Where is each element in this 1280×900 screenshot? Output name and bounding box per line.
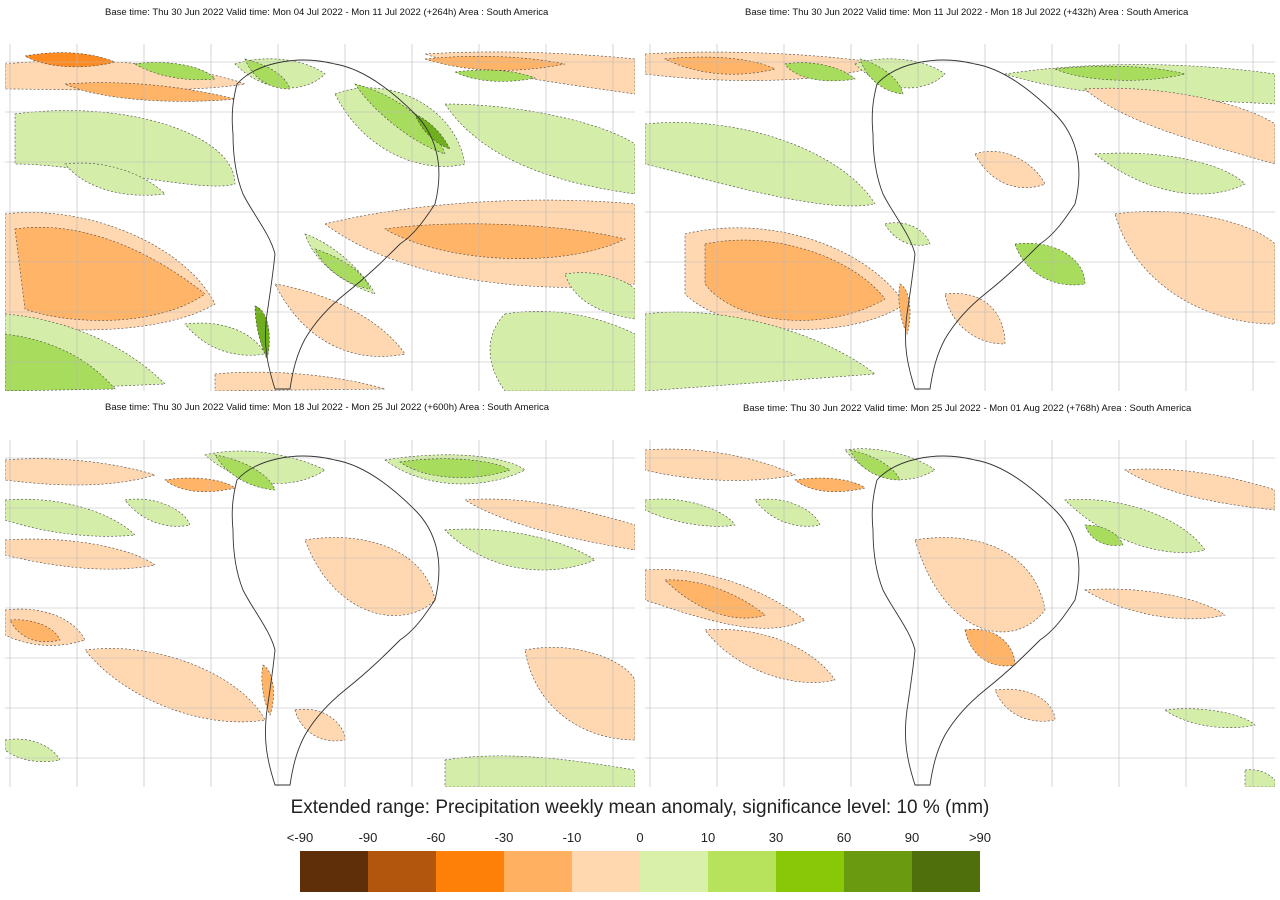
map-panel-1: [5, 44, 635, 391]
map-panel-4: [645, 440, 1275, 787]
legend-color-cell: [436, 851, 504, 892]
legend-color-cell: [776, 851, 844, 892]
legend-tick-label: -90: [358, 830, 378, 845]
map-panel-2: [645, 44, 1275, 391]
map-panel-3: [5, 440, 635, 787]
panel-title-4: Base time: Thu 30 Jun 2022 Valid time: M…: [743, 403, 1192, 414]
legend-color-cell: [844, 851, 912, 892]
legend-tick-label: 0: [636, 830, 644, 845]
legend-color-cell: [368, 851, 436, 892]
legend-color-cell: [504, 851, 572, 892]
anomaly-patches: [5, 51, 635, 391]
legend-color-cell: [640, 851, 708, 892]
legend-color-cell: [912, 851, 980, 892]
anomaly-patches: [5, 450, 635, 787]
legend-tick-label: -30: [494, 830, 514, 845]
legend-color-cell: [708, 851, 776, 892]
legend-color-cell: [300, 851, 368, 892]
panel-title-1: Base time: Thu 30 Jun 2022 Valid time: M…: [105, 7, 549, 18]
map-grid: [645, 44, 1275, 391]
legend-tick-label: 30: [768, 830, 784, 845]
map-grid: [5, 44, 635, 391]
legend-tick-label: >90: [968, 830, 992, 845]
legend-tick-label: <-90: [286, 830, 314, 845]
legend-color-cell: [572, 851, 640, 892]
south-america-coastline: [871, 455, 1080, 786]
panel-title-3: Base time: Thu 30 Jun 2022 Valid time: M…: [105, 402, 550, 413]
map-grid: [5, 440, 635, 787]
anomaly-patches: [645, 51, 1275, 391]
anomaly-patches: [645, 448, 1275, 787]
south-america-coastline: [871, 59, 1080, 390]
panel-title-2: Base time: Thu 30 Jun 2022 Valid time: M…: [745, 7, 1189, 18]
legend-tick-label: -60: [426, 830, 446, 845]
legend-tick-label: -10: [562, 830, 582, 845]
legend-colorbar: [300, 851, 980, 892]
legend-tick-label: 90: [904, 830, 920, 845]
legend-tick-label: 10: [700, 830, 716, 845]
south-america-coastline: [231, 455, 440, 786]
south-america-coastline: [231, 59, 440, 390]
legend-tick-label: 60: [836, 830, 852, 845]
map-grid: [645, 440, 1275, 787]
legend-title: Extended range: Precipitation weekly mea…: [290, 797, 990, 818]
